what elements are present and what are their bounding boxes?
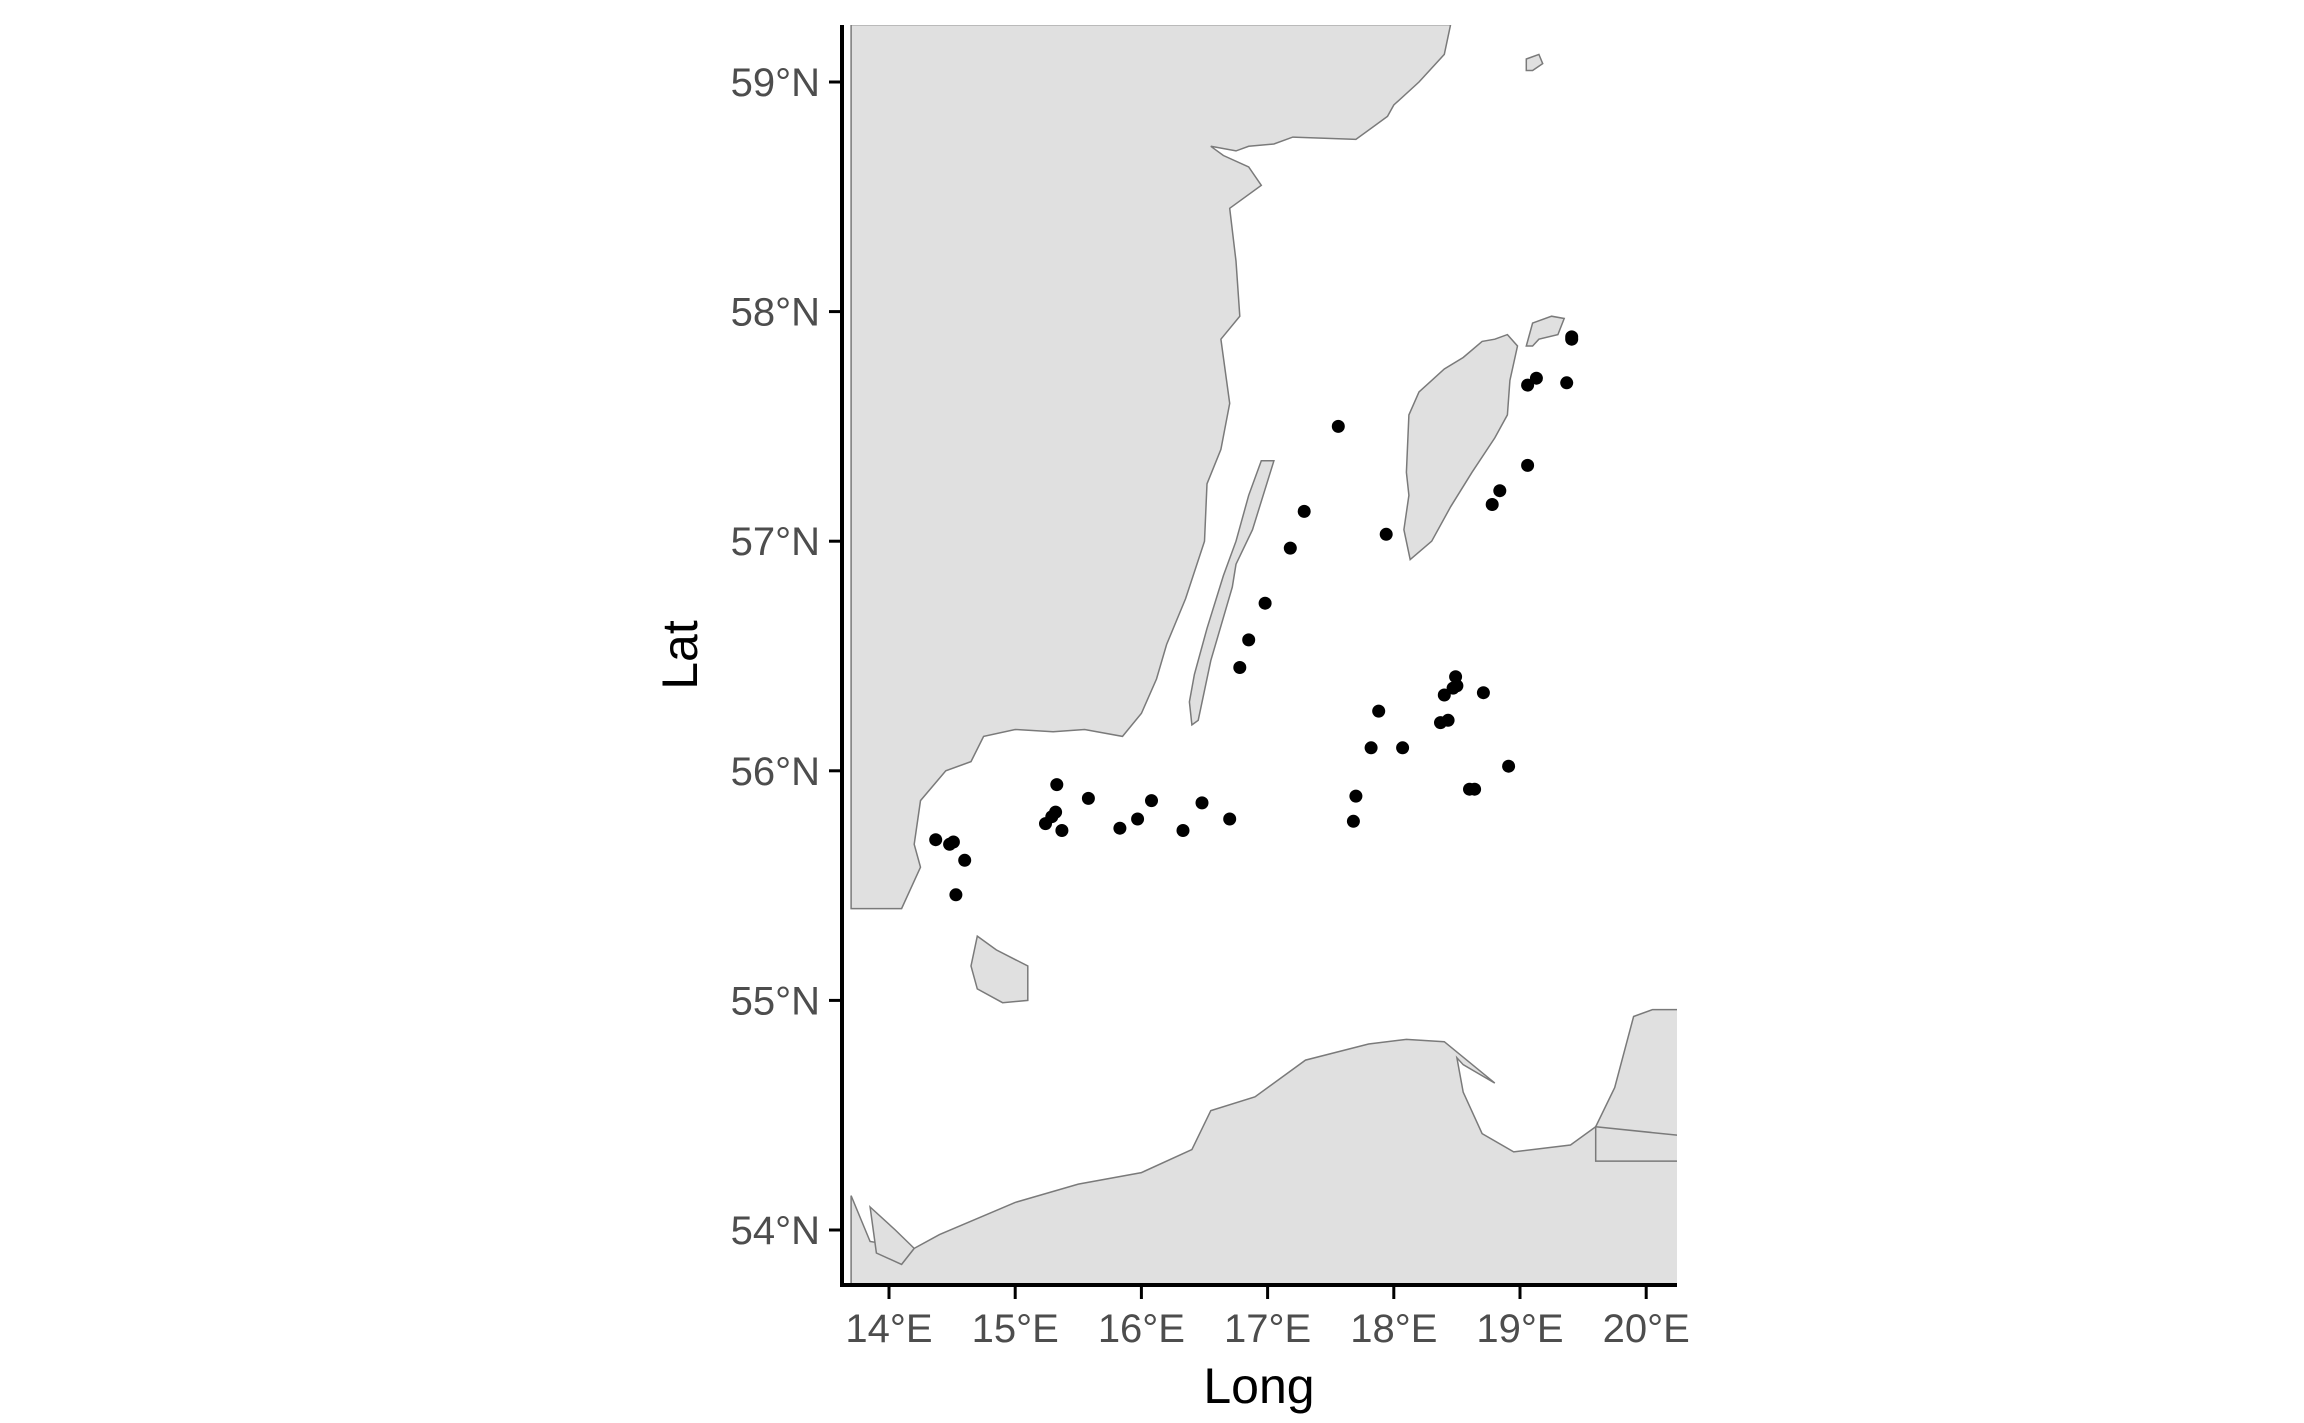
data-point [1223,812,1237,826]
data-point [1476,686,1490,700]
poland-coast [850,1008,1677,1285]
y-tick-label: 55°N [731,979,820,1023]
data-point [1050,778,1064,792]
x-tick-label: 20°E [1603,1307,1690,1351]
y-tick-label: 57°N [731,520,820,564]
x-tick-label: 17°E [1224,1307,1311,1351]
data-point [1131,812,1145,826]
data-point [1346,814,1360,828]
data-point [1441,713,1455,727]
data-point [1242,633,1256,647]
data-point [1349,789,1363,803]
data-point [1233,661,1247,674]
y-axis-title: Lat [652,620,708,690]
vistula-lagoon-border [1594,1125,1677,1162]
data-point [1529,371,1543,385]
data-point [1195,796,1209,810]
usedom-island [869,1205,916,1266]
gotland-island [1403,333,1519,561]
y-tick-label: 59°N [731,61,820,105]
data-point [1049,805,1063,819]
data-point [1176,824,1190,837]
data-point [1258,596,1272,610]
data-point [1081,791,1095,805]
data-point [1372,704,1386,718]
data-point [1055,824,1069,837]
data-point [1437,688,1451,702]
x-tick-label: 14°E [845,1307,932,1351]
data-point [1560,376,1574,390]
data-point [1468,782,1482,796]
data-point [1493,484,1507,498]
data-point [1485,498,1499,511]
x-tick-label: 18°E [1350,1307,1437,1351]
data-point [1379,527,1393,541]
data-point [1113,821,1127,835]
data-point [1521,378,1535,392]
data-point [1297,504,1311,518]
land-layer [850,25,1677,1285]
faro-island [1525,315,1566,347]
points-layer [929,330,1579,902]
y-tick-label: 58°N [731,291,820,335]
data-point [1396,741,1410,755]
data-point [1283,541,1297,555]
x-axis-title: Long [1203,1358,1314,1414]
data-point [958,853,972,867]
data-point [1565,330,1579,344]
data-point [1331,419,1345,433]
data-point [1450,679,1464,693]
y-tick-label: 56°N [731,750,820,794]
data-point [946,835,960,849]
x-tick-label: 16°E [1098,1307,1185,1351]
data-point [1502,759,1516,773]
x-axis-ticks: 14°E 15°E 16°E 17°E 18°E 19°E 20°E [845,1287,1690,1351]
gotska-sandon-island [1525,53,1544,72]
x-tick-label: 15°E [972,1307,1059,1351]
oland-island [1188,460,1275,727]
x-tick-label: 19°E [1476,1307,1563,1351]
y-axis-ticks: 54°N 55°N 56°N 57°N 58°N 59°N [731,61,842,1253]
data-point [1364,741,1378,755]
bornholm-island [970,934,1029,1004]
data-point [929,833,943,847]
data-point [1521,458,1535,472]
data-point [949,888,963,902]
data-point [1145,794,1158,808]
sweden-land [850,25,1452,910]
y-tick-label: 54°N [731,1209,820,1253]
